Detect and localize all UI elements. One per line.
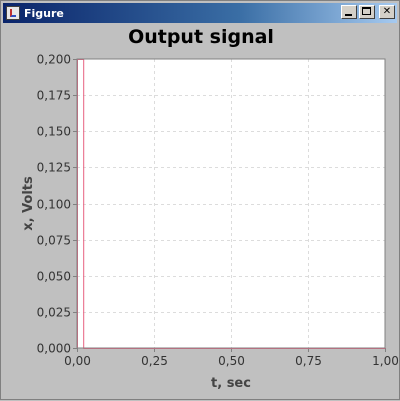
y-tick-label: 0,075 <box>37 234 71 248</box>
java-cup-icon[interactable] <box>6 6 20 20</box>
y-tick-label: 0,200 <box>37 53 71 67</box>
window-controls: ✕ <box>341 5 395 19</box>
x-axis-label: t, sec <box>211 376 251 391</box>
y-tick-label: 0,175 <box>37 89 71 103</box>
axis-ticks: 0,00 0,25 0,50 0,75 1,00 0,000 0,025 0,050 0,075… <box>37 53 399 369</box>
maximize-button[interactable] <box>359 5 375 19</box>
x-tick-label: 0,75 <box>295 354 322 368</box>
x-tick-label: 0,00 <box>64 354 91 368</box>
grid-lines <box>77 59 385 348</box>
chart-title: Output signal <box>128 26 274 48</box>
y-tick-label: 0,150 <box>37 125 71 139</box>
title-bar[interactable]: Figure ✕ <box>3 3 397 23</box>
x-tick-label: 0,50 <box>218 354 245 368</box>
close-button[interactable]: ✕ <box>379 5 395 19</box>
window-title: Figure <box>24 6 64 20</box>
x-tick-label: 0,25 <box>141 354 168 368</box>
x-tick-label: 1,00 <box>372 354 399 368</box>
minimize-button[interactable] <box>341 5 357 19</box>
plot-border <box>76 58 386 349</box>
y-tick-label: 0,125 <box>37 161 71 175</box>
y-tick-label: 0,000 <box>37 342 71 356</box>
y-tick-label: 0,025 <box>37 306 71 320</box>
y-tick-label: 0,050 <box>37 270 71 284</box>
y-axis-label: x, Volts <box>21 176 36 231</box>
y-tick-label: 0,100 <box>37 198 71 212</box>
